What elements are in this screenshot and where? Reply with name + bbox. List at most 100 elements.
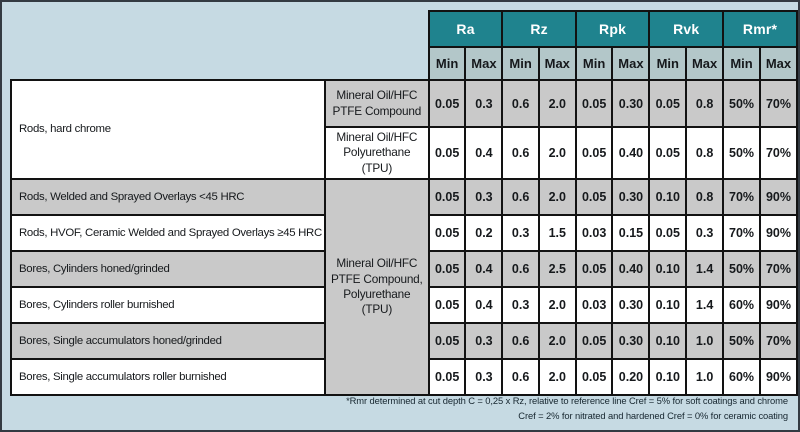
value-cell: 90% (758, 177, 798, 216)
table-row: Bores, Cylinders honed/grinded 0.05 0.4 … (10, 249, 798, 288)
value-cell: 0.6 (501, 126, 540, 180)
value-cell: 0.3 (464, 177, 504, 216)
value-cell: 70% (758, 321, 798, 360)
footnote: *Rmr determined at cut depth C = 0,25 x … (268, 393, 788, 423)
value-cell: 2.5 (537, 249, 577, 288)
value-cell: 0.05 (574, 79, 614, 128)
value-cell: 0.6 (501, 249, 540, 288)
value-cell: 0.05 (427, 126, 467, 180)
value-cell: 0.30 (611, 321, 651, 360)
value-cell: 0.6 (501, 177, 540, 216)
header-rpk: Rpk (574, 10, 651, 48)
value-cell: 0.10 (648, 177, 688, 216)
value-cell: 0.40 (611, 249, 651, 288)
value-cell: 1.4 (685, 285, 725, 324)
row-label-rods-hard-chrome: Rods, hard chrome (10, 79, 326, 180)
value-cell: 0.05 (427, 213, 467, 252)
value-cell: 0.4 (464, 249, 504, 288)
value-cell: 0.05 (427, 357, 467, 396)
table-row: Rods, Welded and Sprayed Overlays <45 HR… (10, 177, 798, 396)
value-cell: 1.5 (537, 213, 577, 252)
row-label-bores-accumulators-burnished: Bores, Single accumulators roller burnis… (10, 357, 326, 396)
value-cell: 50% (722, 126, 761, 180)
value-cell: 0.8 (685, 177, 725, 216)
header-rmr: Rmr* (722, 10, 798, 48)
value-cell: 0.03 (574, 285, 614, 324)
subheader-rpk-min: Min (574, 46, 614, 81)
header-ra: Ra (427, 10, 504, 48)
value-cell: 0.05 (574, 126, 614, 180)
subheader-ra-min: Min (427, 46, 467, 81)
value-cell: 0.30 (611, 177, 651, 216)
value-cell: 0.40 (611, 126, 651, 180)
subheader-rmr-min: Min (722, 46, 761, 81)
surface-finish-table: Ra Rz Rpk Rvk Rmr* Min Max Min Max Min M… (10, 10, 798, 396)
material-label: Mineral Oil/HFC PTFE Compound (323, 79, 430, 128)
value-cell: 0.8 (685, 79, 725, 128)
value-cell: 0.8 (685, 126, 725, 180)
value-cell: 0.4 (464, 126, 504, 180)
value-cell: 0.10 (648, 357, 688, 396)
row-label-rods-hvof-ceramic: Rods, HVOF, Ceramic Welded and Sprayed O… (10, 213, 326, 252)
value-cell: 70% (758, 249, 798, 288)
value-cell: 70% (722, 177, 761, 216)
value-cell: 0.3 (501, 213, 540, 252)
min-max-header-row: Min Max Min Max Min Max Min Max Min Max (11, 46, 798, 81)
value-cell: 0.10 (648, 321, 688, 360)
value-cell: 0.10 (648, 249, 688, 288)
value-cell: 0.4 (464, 285, 504, 324)
subheader-rvk-max: Max (685, 46, 725, 81)
value-cell: 60% (722, 285, 761, 324)
subheader-rz-max: Max (537, 46, 577, 81)
value-cell: 60% (722, 357, 761, 396)
value-cell: 2.0 (537, 79, 577, 128)
material-label: Mineral Oil/HFC Polyurethane (TPU) (323, 126, 430, 180)
value-cell: 90% (758, 285, 798, 324)
value-cell: 0.05 (574, 249, 614, 288)
row-label-rods-welded-overlays: Rods, Welded and Sprayed Overlays <45 HR… (10, 177, 326, 216)
subheader-ra-max: Max (464, 46, 504, 81)
table-row: Mineral Oil/HFC Polyurethane (TPU) 0.05 … (11, 126, 798, 180)
value-cell: 2.0 (537, 177, 577, 216)
value-cell: 0.05 (648, 126, 688, 180)
value-cell: 0.2 (464, 213, 504, 252)
table-row: Rods, hard chrome Mineral Oil/HFC PTFE C… (10, 79, 798, 180)
value-cell: 0.05 (574, 321, 614, 360)
subheader-rpk-max: Max (611, 46, 651, 81)
value-cell: 1.4 (685, 249, 725, 288)
value-cell: 70% (722, 213, 761, 252)
value-cell: 70% (758, 79, 798, 128)
footnote-line-2: Cref = 2% for nitrated and hardened Cref… (518, 410, 788, 422)
value-cell: 0.3 (501, 285, 540, 324)
value-cell: 2.0 (537, 357, 577, 396)
value-cell: 0.05 (427, 79, 467, 128)
header-spacer (11, 11, 429, 47)
value-cell: 0.15 (611, 213, 651, 252)
value-cell: 70% (758, 126, 798, 180)
table-row: Bores, Single accumulators roller burnis… (10, 357, 798, 396)
value-cell: 0.3 (464, 79, 504, 128)
row-label-bores-cylinders-honed: Bores, Cylinders honed/grinded (10, 249, 326, 288)
value-cell: 2.0 (537, 126, 577, 180)
value-cell: 50% (722, 79, 761, 128)
value-cell: 0.05 (648, 79, 688, 128)
subheader-rvk-min: Min (648, 46, 688, 81)
subheader-rz-min: Min (501, 46, 540, 81)
value-cell: 0.6 (501, 321, 540, 360)
value-cell: 2.0 (537, 285, 577, 324)
value-cell: 0.05 (574, 357, 614, 396)
header-rvk: Rvk (648, 10, 725, 48)
value-cell: 90% (758, 357, 798, 396)
value-cell: 0.3 (464, 357, 504, 396)
value-cell: 0.6 (501, 79, 540, 128)
value-cell: 0.05 (427, 321, 467, 360)
header-spacer (11, 47, 429, 80)
table-row: Rods, HVOF, Ceramic Welded and Sprayed O… (10, 213, 798, 252)
value-cell: 0.30 (611, 79, 651, 128)
value-cell: 50% (722, 249, 761, 288)
value-cell: 0.05 (427, 249, 467, 288)
value-cell: 50% (722, 321, 761, 360)
value-cell: 0.30 (611, 285, 651, 324)
value-cell: 0.05 (648, 213, 688, 252)
